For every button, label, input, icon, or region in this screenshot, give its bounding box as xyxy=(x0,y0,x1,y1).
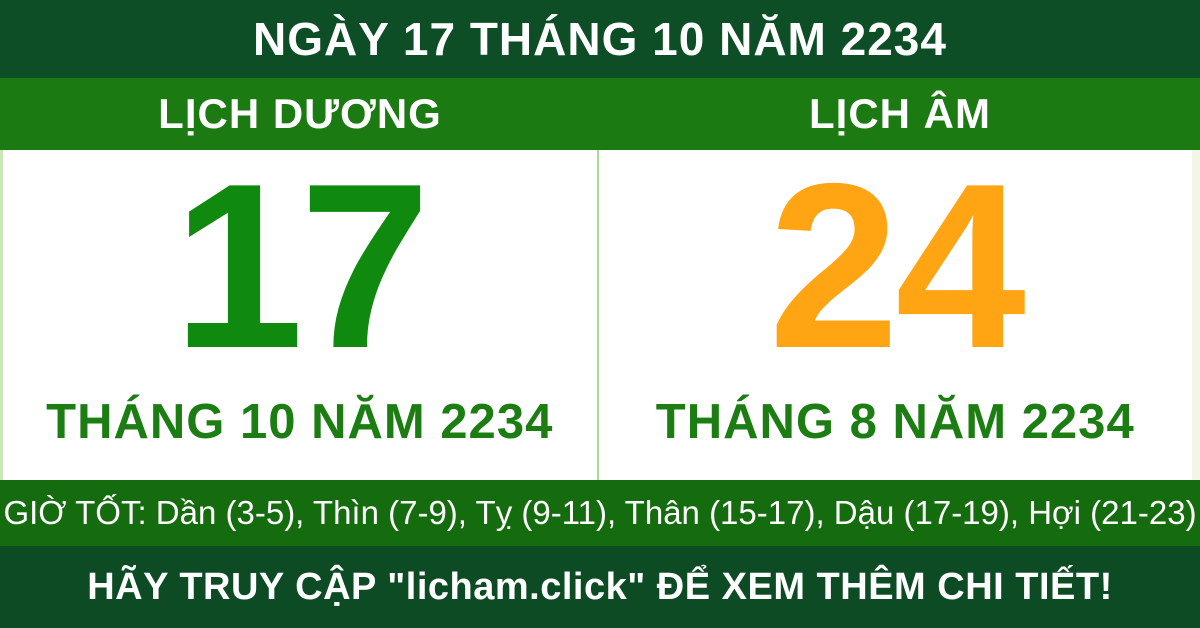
header-bar: NGÀY 17 THÁNG 10 NĂM 2234 xyxy=(0,0,1200,78)
good-hours-bar: GIỜ TỐT: Dần (3-5), Thìn (7-9), Tỵ (9-11… xyxy=(0,480,1200,546)
calendar-body: 17 THÁNG 10 NĂM 2234 24 THÁNG 8 NĂM 2234 xyxy=(0,134,1200,480)
tab-solar-calendar: LỊCH DƯƠNG xyxy=(0,78,600,150)
solar-day-number: 17 xyxy=(173,134,430,397)
footer-banner: HÃY TRUY CẬP "licham.click" ĐỂ XEM THÊM … xyxy=(0,546,1200,628)
lunar-month-year: THÁNG 8 NĂM 2234 xyxy=(655,395,1135,449)
page-title: NGÀY 17 THÁNG 10 NĂM 2234 xyxy=(253,13,947,65)
footer-text: HÃY TRUY CẬP "licham.click" ĐỂ XEM THÊM … xyxy=(87,565,1113,608)
vertical-divider xyxy=(596,150,599,480)
tab-lunar-label: LỊCH ÂM xyxy=(809,90,991,137)
tab-lunar-calendar: LỊCH ÂM xyxy=(600,78,1200,150)
solar-month-year: THÁNG 10 NĂM 2234 xyxy=(46,395,554,449)
calendar-tabs: LỊCH DƯƠNG LỊCH ÂM xyxy=(0,78,1200,150)
lunar-panel: 24 THÁNG 8 NĂM 2234 xyxy=(599,134,1193,480)
lunar-day-number: 24 xyxy=(768,134,1026,397)
tab-solar-label: LỊCH DƯƠNG xyxy=(158,90,442,137)
good-hours-text: GIỜ TỐT: Dần (3-5), Thìn (7-9), Tỵ (9-11… xyxy=(3,494,1197,531)
solar-panel: 17 THÁNG 10 NĂM 2234 xyxy=(3,134,597,480)
